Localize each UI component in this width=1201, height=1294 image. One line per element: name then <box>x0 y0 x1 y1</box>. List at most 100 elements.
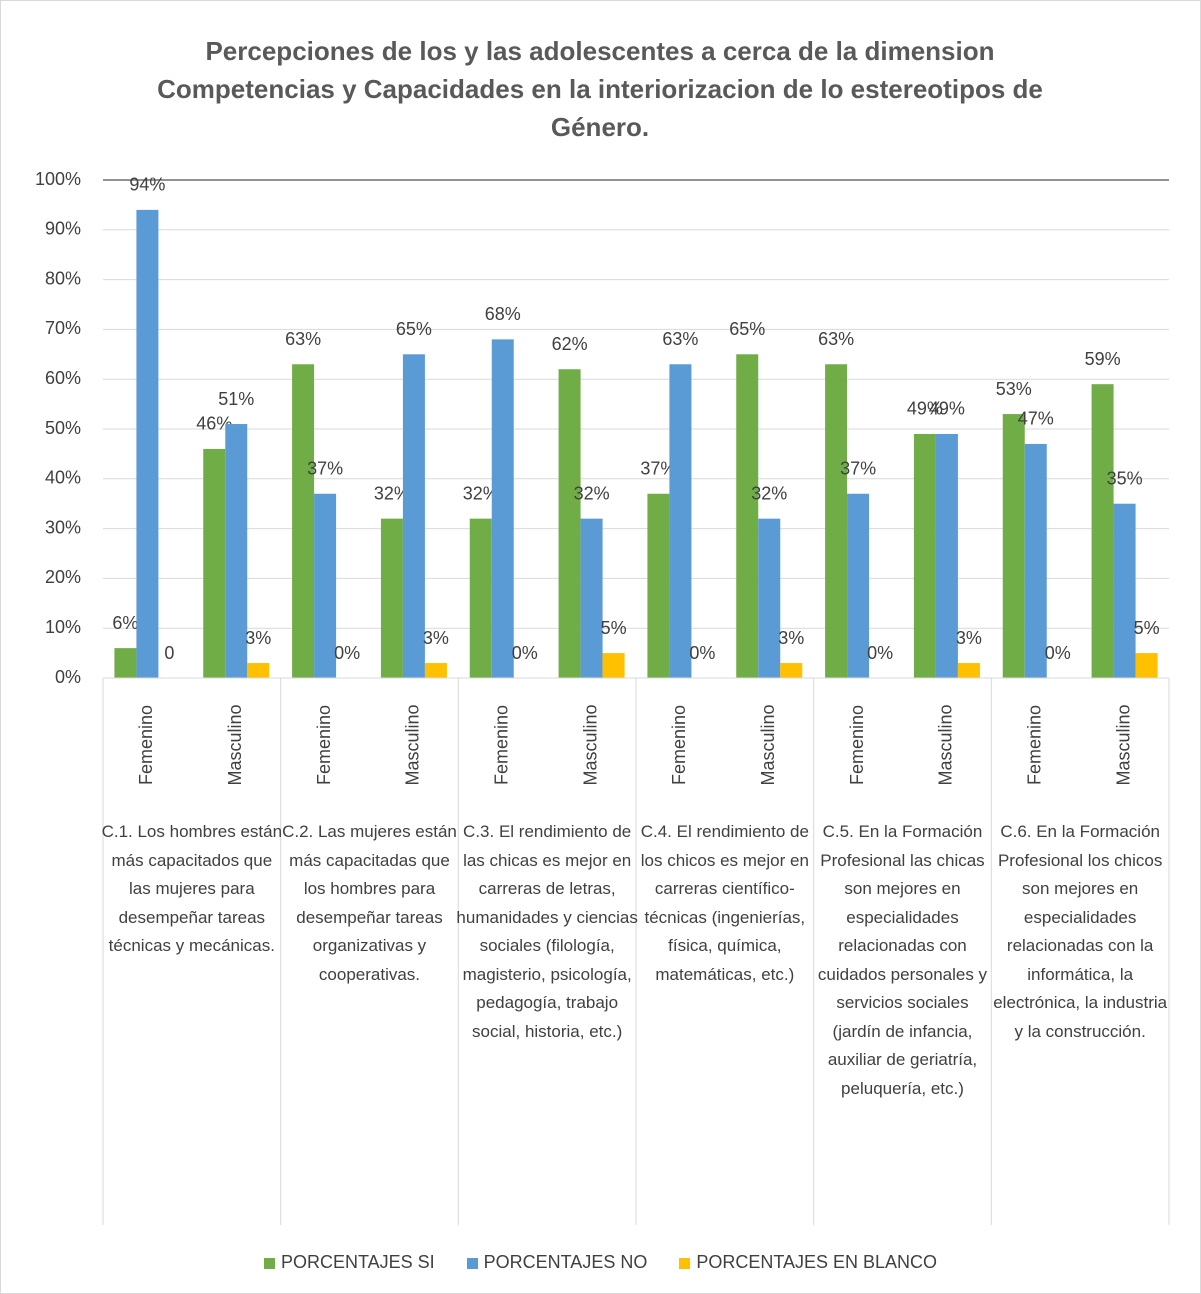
bar <box>669 364 692 678</box>
y-tick-label: 30% <box>45 517 81 537</box>
x-tick-label: Masculino <box>403 704 423 785</box>
bar <box>1024 443 1047 678</box>
bar <box>736 354 759 678</box>
data-label: 32% <box>751 483 787 503</box>
legend-label: PORCENTAJES SI <box>280 1252 435 1272</box>
bar <box>957 663 980 678</box>
x-tick-label: Femenino <box>669 705 689 785</box>
group-label: C.2. Las mujeres están más capacitadas q… <box>282 822 457 984</box>
data-label: 0% <box>1045 643 1071 663</box>
bar <box>580 518 603 678</box>
legend-swatch <box>263 1257 275 1269</box>
y-tick-label: 10% <box>45 617 81 637</box>
data-label: 62% <box>552 334 588 354</box>
data-label: 0% <box>689 643 715 663</box>
bar <box>825 364 848 678</box>
y-tick-label: 60% <box>45 368 81 388</box>
bar <box>1002 414 1025 678</box>
x-tick-label: Masculino <box>580 704 600 785</box>
x-tick-label: Femenino <box>847 705 867 785</box>
data-label: 49% <box>907 399 943 419</box>
x-tick-label: Masculino <box>1113 704 1133 785</box>
data-label: 3% <box>245 628 271 648</box>
bar <box>247 663 270 678</box>
legend-item: PORCENTAJES EN BLANCO <box>679 1252 937 1273</box>
group-label: C.5. En la Formación Profesional las chi… <box>817 822 988 1098</box>
data-label: 32% <box>574 483 610 503</box>
data-label: 3% <box>956 628 982 648</box>
bar <box>424 663 447 678</box>
data-label: 63% <box>818 329 854 349</box>
legend: PORCENTAJES SI PORCENTAJES NO PORCENTAJES … <box>0 1252 1201 1273</box>
data-label: 3% <box>423 628 449 648</box>
data-label: 5% <box>601 618 627 638</box>
data-label: 6% <box>112 613 138 633</box>
bar <box>647 493 670 678</box>
data-label: 37% <box>640 458 676 478</box>
bar <box>114 648 137 678</box>
group-label: C.1. Los hombres están más capacitados q… <box>101 822 283 955</box>
bar <box>203 448 226 678</box>
legend-item: PORCENTAJES NO <box>466 1252 648 1273</box>
x-tick-label: Masculino <box>936 704 956 785</box>
bar <box>558 369 581 678</box>
data-label: 63% <box>662 329 698 349</box>
y-tick-label: 50% <box>45 418 81 438</box>
x-tick-label: Femenino <box>136 705 156 785</box>
data-label: 94% <box>129 175 165 195</box>
bar <box>1113 503 1136 678</box>
bar <box>314 493 337 678</box>
data-label: 3% <box>778 628 804 648</box>
bar <box>1091 384 1114 678</box>
bar <box>402 354 425 678</box>
bar <box>758 518 781 678</box>
bar <box>935 433 958 678</box>
x-tick-label: Femenino <box>492 705 512 785</box>
y-tick-label: 0% <box>55 667 81 687</box>
y-tick-label: 40% <box>45 468 81 488</box>
x-tick-label: Masculino <box>758 704 778 785</box>
data-label: 46% <box>196 414 232 434</box>
data-label: 53% <box>996 379 1032 399</box>
bar <box>225 424 248 678</box>
data-label: 68% <box>485 304 521 324</box>
bar <box>602 653 625 678</box>
y-tick-label: 100% <box>35 169 81 189</box>
group-label: C.3. El rendimiento de las chicas es mej… <box>456 822 638 1041</box>
legend-label: PORCENTAJES NO <box>483 1252 648 1272</box>
data-label: 32% <box>463 483 499 503</box>
data-label: 65% <box>729 319 765 339</box>
bar <box>469 518 492 678</box>
y-tick-label: 80% <box>45 268 81 288</box>
bar <box>136 209 159 678</box>
data-label: 5% <box>1134 618 1160 638</box>
bar <box>847 493 870 678</box>
data-label: 59% <box>1085 349 1121 369</box>
bar <box>292 364 315 678</box>
y-tick-label: 20% <box>45 567 81 587</box>
data-label: 0% <box>334 643 360 663</box>
y-tick-label: 70% <box>45 318 81 338</box>
data-label: 49% <box>929 399 965 419</box>
data-label: 32% <box>374 483 410 503</box>
group-label: C.6. En la Formación Profesional los chi… <box>993 822 1168 1041</box>
group-label: C.4. El rendimiento de los chicos es mej… <box>640 822 809 984</box>
data-label: 0 <box>164 643 174 663</box>
bar <box>1135 653 1158 678</box>
legend-label: PORCENTAJES EN BLANCO <box>696 1252 938 1272</box>
bar <box>380 518 403 678</box>
data-label: 0% <box>512 643 538 663</box>
x-tick-label: Femenino <box>314 705 334 785</box>
legend-item: PORCENTAJES SI <box>263 1252 435 1273</box>
x-tick-label: Masculino <box>225 704 245 785</box>
data-label: 35% <box>1107 468 1143 488</box>
data-label: 63% <box>285 329 321 349</box>
data-label: 0% <box>867 643 893 663</box>
data-label: 37% <box>307 458 343 478</box>
data-label: 37% <box>840 458 876 478</box>
data-label: 47% <box>1018 409 1054 429</box>
chart-title: Percepciones de los y las adolescentes a… <box>157 36 1043 142</box>
bar <box>491 339 514 678</box>
